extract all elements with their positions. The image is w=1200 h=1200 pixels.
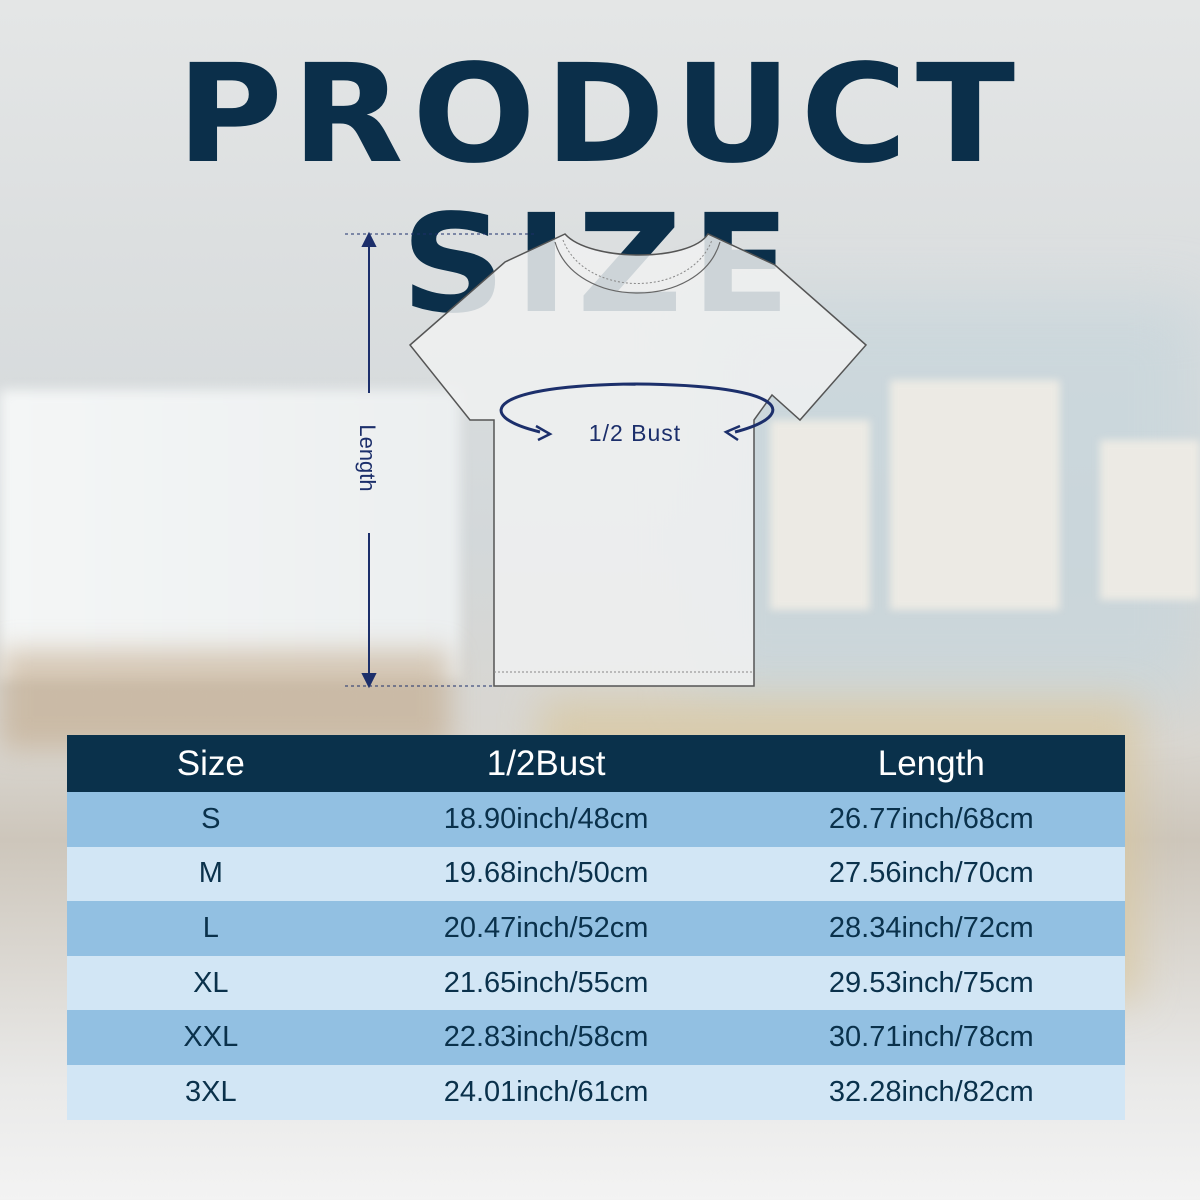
background-frame <box>770 420 870 610</box>
header-bust: 1/2Bust <box>354 735 738 792</box>
length-arrow-icon <box>361 231 377 689</box>
table-row: M 19.68inch/50cm 27.56inch/70cm <box>67 846 1125 902</box>
cell-size: XL <box>67 955 355 1011</box>
table-row: XL 21.65inch/55cm 29.53inch/75cm <box>67 955 1125 1011</box>
cell-size: XXL <box>67 1010 355 1065</box>
length-label: Length <box>355 424 380 492</box>
size-table: Size 1/2Bust Length S 18.90inch/48cm 26.77… <box>67 735 1125 1120</box>
bust-label: 1/2 Bust <box>588 420 682 446</box>
background-frame <box>890 380 1060 610</box>
cell-size: 3XL <box>67 1064 355 1120</box>
table-row: S 18.90inch/48cm 26.77inch/68cm <box>67 792 1125 847</box>
cell-length: 32.28inch/82cm <box>737 1064 1125 1120</box>
cell-length: 27.56inch/70cm <box>737 846 1125 902</box>
cell-bust: 21.65inch/55cm <box>354 955 738 1011</box>
background-bench <box>0 650 450 750</box>
cell-bust: 19.68inch/50cm <box>354 846 738 902</box>
cell-length: 28.34inch/72cm <box>737 901 1125 956</box>
cell-size: M <box>67 846 355 902</box>
header-size: Size <box>67 735 355 792</box>
bust-arrow-icon <box>499 382 775 442</box>
header-length: Length <box>737 735 1125 792</box>
tshirt-outline <box>408 233 868 687</box>
cell-length: 30.71inch/78cm <box>737 1010 1125 1065</box>
cell-bust: 18.90inch/48cm <box>354 792 738 847</box>
cell-bust: 24.01inch/61cm <box>354 1064 738 1120</box>
cell-size: S <box>67 792 355 847</box>
table-row: XXL 22.83inch/58cm 30.71inch/78cm <box>67 1010 1125 1065</box>
cell-bust: 22.83inch/58cm <box>354 1010 738 1065</box>
background-frame <box>1100 440 1200 600</box>
table-row: L 20.47inch/52cm 28.34inch/72cm <box>67 901 1125 956</box>
cell-length: 29.53inch/75cm <box>737 955 1125 1011</box>
cell-length: 26.77inch/68cm <box>737 792 1125 847</box>
table-row: 3XL 24.01inch/61cm 32.28inch/82cm <box>67 1064 1125 1120</box>
table-header: Size 1/2Bust Length <box>67 735 1125 792</box>
background-window <box>0 390 460 680</box>
cell-bust: 20.47inch/52cm <box>354 901 738 956</box>
cell-size: L <box>67 901 355 956</box>
